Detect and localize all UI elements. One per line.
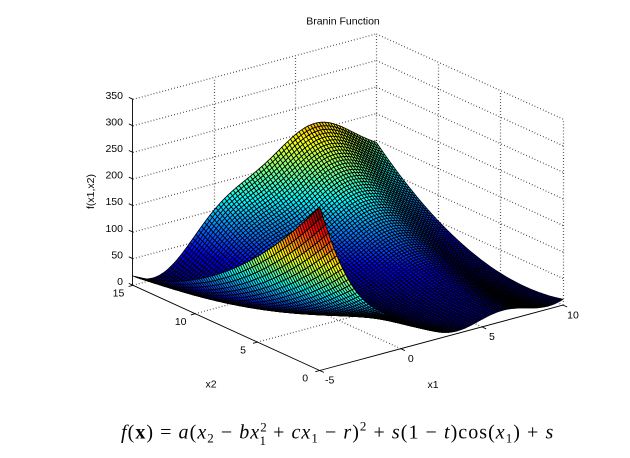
svg-text:250: 250 <box>105 143 123 155</box>
svg-text:5: 5 <box>489 331 495 343</box>
svg-text:x1: x1 <box>427 379 438 391</box>
svg-text:15: 15 <box>113 288 125 300</box>
svg-text:0: 0 <box>117 276 123 288</box>
svg-text:200: 200 <box>105 170 123 182</box>
svg-text:x2: x2 <box>205 379 216 391</box>
svg-text:150: 150 <box>105 196 123 208</box>
svg-text:-5: -5 <box>325 375 334 387</box>
svg-text:300: 300 <box>105 117 123 129</box>
svg-text:100: 100 <box>105 223 123 235</box>
svg-text:10: 10 <box>567 309 579 321</box>
svg-text:350: 350 <box>105 90 123 102</box>
svg-text:0: 0 <box>408 353 414 365</box>
svg-text:f(x1,x2): f(x1,x2) <box>85 174 97 209</box>
svg-text:Branin Function: Branin Function <box>306 16 380 28</box>
svg-text:5: 5 <box>240 344 246 356</box>
svg-text:0: 0 <box>302 373 308 385</box>
svg-text:50: 50 <box>111 249 123 261</box>
svg-text:10: 10 <box>175 316 187 328</box>
